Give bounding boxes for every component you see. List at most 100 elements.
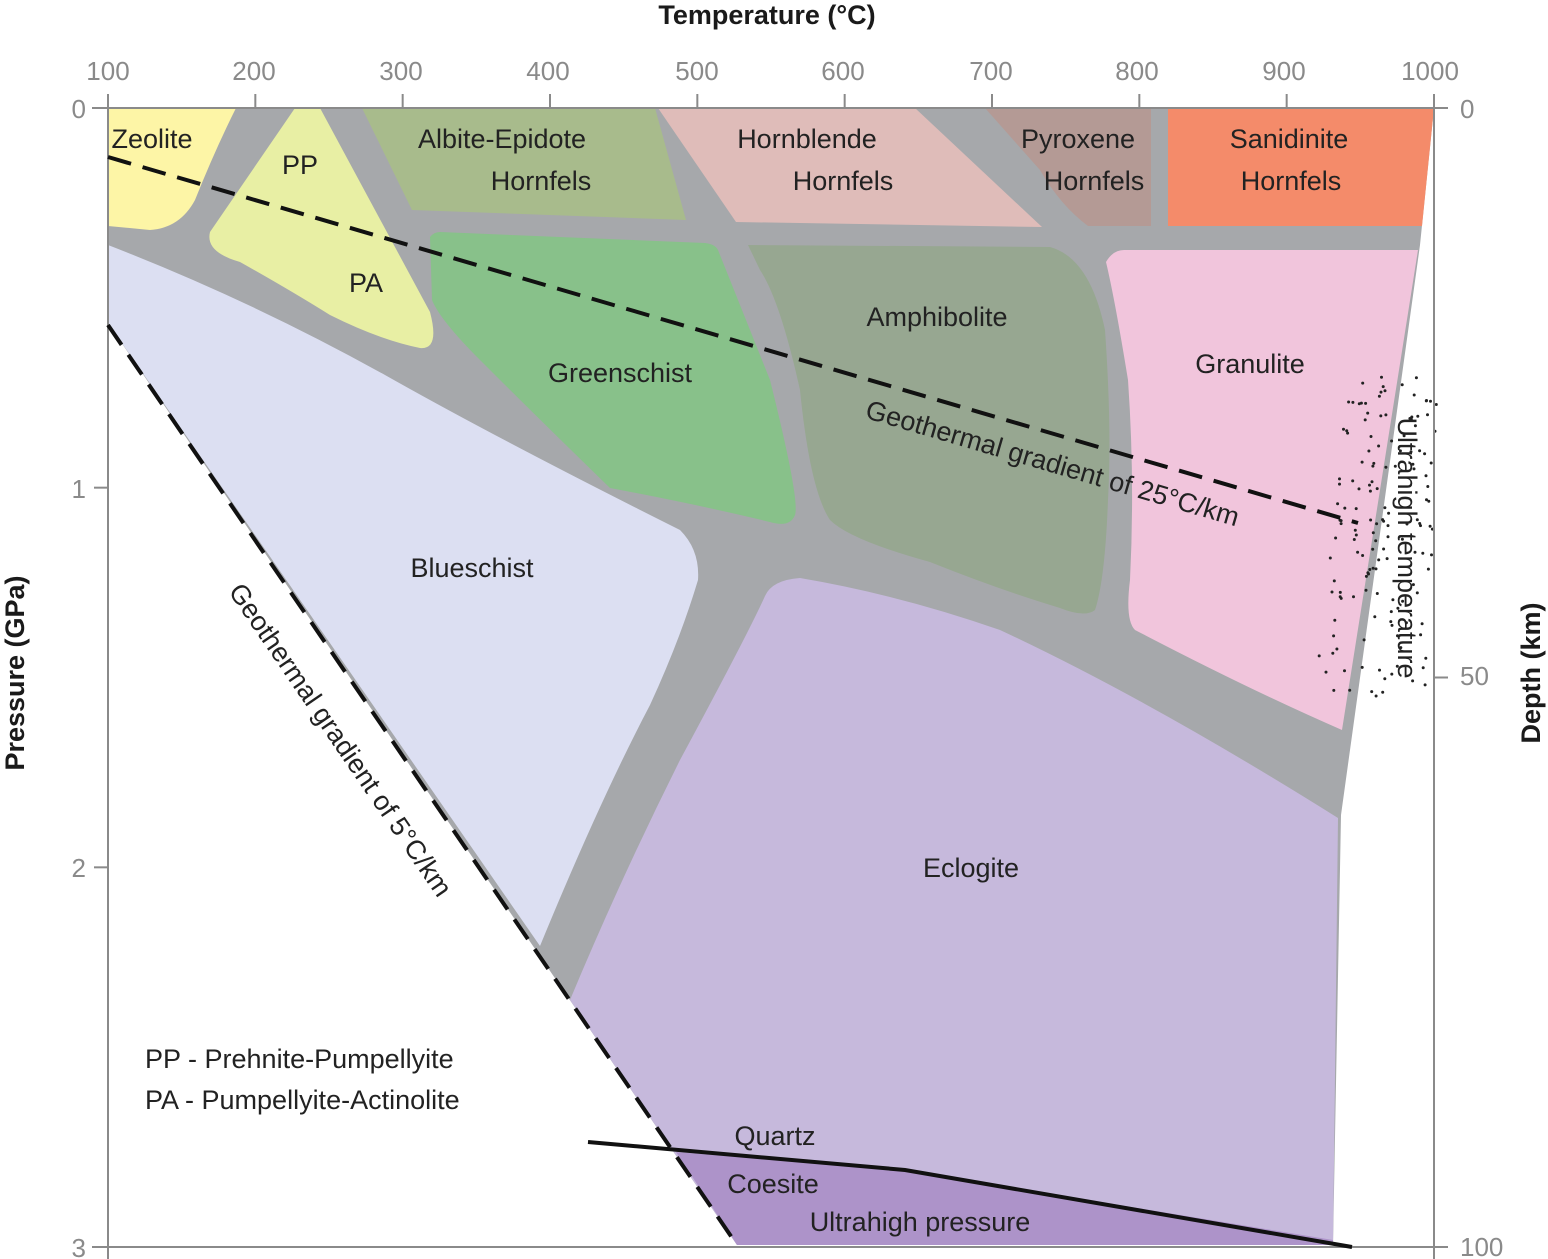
uht-dot [1418, 449, 1422, 453]
uht-dot [1368, 483, 1371, 487]
uht-dot [1381, 385, 1385, 389]
uht-dot [1424, 656, 1428, 660]
uht-dot [1339, 522, 1343, 526]
temperature-tick-label: 1000 [1401, 56, 1459, 86]
uht-dot [1381, 690, 1385, 694]
uht-dot [1324, 670, 1328, 674]
temperature-tick-label: 100 [86, 56, 129, 86]
uht-dot [1385, 557, 1389, 561]
pressure-tick-labels: 0 1 2 3 [72, 94, 86, 1259]
uht-dot [1426, 413, 1429, 417]
temperature-axis-title: Temperature (°C) [658, 0, 875, 30]
eclogite-label: Eclogite [923, 853, 1019, 883]
uht-dot [1343, 506, 1347, 510]
uht-dot [1354, 507, 1358, 511]
uht-dot [1331, 651, 1335, 655]
pyroxene-field [985, 108, 1151, 226]
uht-dot [1377, 394, 1381, 398]
uht-dot [1339, 596, 1343, 600]
hornblende-label-line2: Hornfels [793, 166, 894, 196]
tick-marks [94, 94, 1448, 1248]
uht-dot [1351, 479, 1355, 483]
uht-dot [1338, 590, 1342, 594]
uht-dot [1379, 414, 1383, 418]
uht-dot [1383, 677, 1387, 681]
pp-pa-field [209, 108, 434, 349]
uht-dot [1374, 539, 1378, 543]
albite-epidote-field [362, 108, 686, 220]
uht-dot [1371, 464, 1375, 468]
uht-dot [1352, 595, 1355, 599]
uht-dot [1413, 550, 1417, 554]
uht-dot [1383, 389, 1387, 393]
uht-dot [1371, 531, 1375, 535]
uht-dot [1423, 452, 1427, 456]
uht-dot [1389, 610, 1393, 614]
quartz-coesite-line [587, 1140, 1353, 1249]
uht-dot [1364, 401, 1368, 405]
uht-dot [1393, 464, 1397, 468]
uht-dot [1412, 393, 1416, 397]
uht-dot [1390, 439, 1394, 443]
uht-dot [1346, 431, 1350, 435]
uht-dot [1338, 477, 1341, 481]
uht-dot [1347, 400, 1351, 404]
uht-dot [1335, 647, 1339, 651]
uht-dot [1375, 592, 1379, 595]
uht-dot [1426, 567, 1430, 571]
uht-dot [1418, 522, 1422, 525]
temperature-tick-label: 800 [1115, 56, 1158, 86]
uht-dot [1375, 487, 1379, 491]
legend-pp: PP - Prehnite-Pumpellyite [145, 1044, 454, 1074]
uht-dot [1404, 621, 1408, 625]
uht-dot [1352, 538, 1356, 541]
uht-dot [1357, 402, 1361, 406]
uht-dot [1336, 502, 1340, 506]
uht-dot [1401, 599, 1405, 603]
uht-dot [1398, 449, 1402, 453]
uht-dot [1382, 547, 1386, 551]
uht-dot [1317, 654, 1321, 658]
sanidinite-label-line1: Sanidinite [1230, 124, 1349, 154]
uht-dot [1413, 424, 1417, 428]
uht-dot [1361, 381, 1365, 385]
uht-dot [1366, 411, 1370, 415]
uht-dot [1396, 606, 1400, 610]
uht-dot [1424, 474, 1428, 478]
coesite-label: Coesite [727, 1169, 819, 1199]
temperature-tick-label: 300 [379, 56, 422, 86]
uht-dot [1353, 528, 1357, 532]
uht-dot [1430, 553, 1433, 557]
uht-dot [1360, 665, 1364, 669]
pyroxene-label-line1: Pyroxene [1021, 124, 1135, 154]
blueschist-field [108, 245, 699, 946]
uht-dot [1399, 646, 1403, 650]
zeolite-field [108, 108, 236, 230]
uht-dot [1402, 434, 1406, 438]
uht-dot [1360, 460, 1364, 464]
depth-axis-title: Depth (km) [1516, 603, 1546, 744]
uht-dot [1395, 664, 1399, 668]
uht-dot [1412, 467, 1416, 471]
depth-tick-label: 50 [1460, 661, 1489, 691]
depth-tick-labels: 0 50 100 [1460, 94, 1503, 1259]
granulite-field [1106, 250, 1418, 730]
pressure-tick-label: 3 [72, 1233, 86, 1259]
pa-label: PA [349, 268, 383, 298]
uht-dot [1390, 623, 1394, 627]
uht-dot [1366, 571, 1370, 575]
uht-dot [1348, 688, 1352, 692]
uht-dot [1377, 444, 1381, 448]
uht-dot [1429, 399, 1432, 403]
uht-dot [1370, 480, 1374, 484]
pyroxene-label-line2: Hornfels [1044, 166, 1145, 196]
uht-dot [1427, 499, 1431, 503]
uht-dot [1408, 417, 1412, 420]
uht-dot [1342, 427, 1345, 431]
eclogite-field [570, 578, 1338, 1245]
uht-dot [1384, 413, 1388, 417]
zeolite-label: Zeolite [111, 124, 192, 154]
greenschist-field [430, 232, 796, 524]
uht-dot [1411, 679, 1415, 683]
